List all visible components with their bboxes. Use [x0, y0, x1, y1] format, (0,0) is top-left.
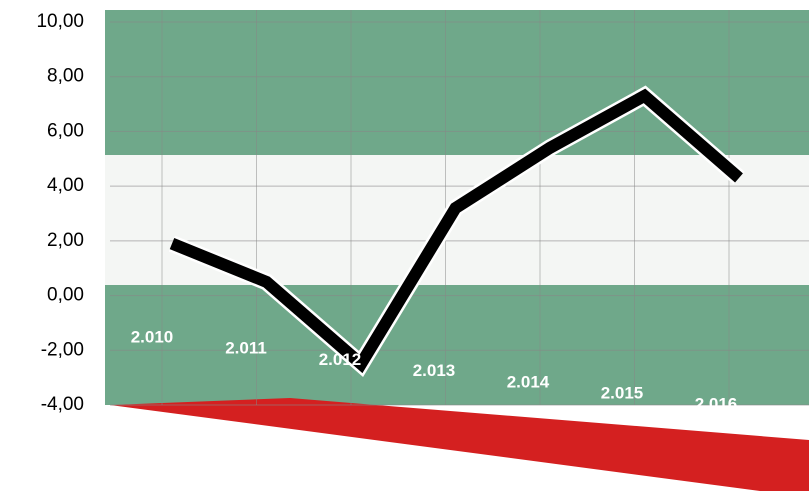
y-tick-label: 0,00 [47, 285, 84, 306]
x-tick-label: 2.011 [225, 339, 267, 358]
x-tick-label: 2.016 [695, 395, 738, 414]
x-tick-label: 2.010 [131, 327, 174, 346]
y-tick-label: -2,00 [41, 339, 84, 360]
floor [110, 398, 809, 491]
x-tick-label: 2.014 [507, 372, 550, 391]
y-tick-label: 6,00 [47, 120, 84, 141]
line [169, 88, 743, 374]
flag-stripe [105, 10, 809, 155]
y-tick-label: 2,00 [47, 230, 84, 251]
flag-stripe [105, 285, 809, 405]
y-tick-label: -4,00 [41, 394, 84, 415]
y-tick-label: 4,00 [47, 175, 84, 196]
y-tick-label: 10,00 [36, 11, 84, 32]
plot [168, 85, 745, 377]
x-tick-label: 2.015 [601, 383, 644, 402]
y-tick-label: 8,00 [47, 66, 84, 87]
x-tick-label: 2.013 [413, 361, 456, 380]
grid [110, 10, 809, 406]
x-tick-label: 2.012 [319, 350, 362, 369]
